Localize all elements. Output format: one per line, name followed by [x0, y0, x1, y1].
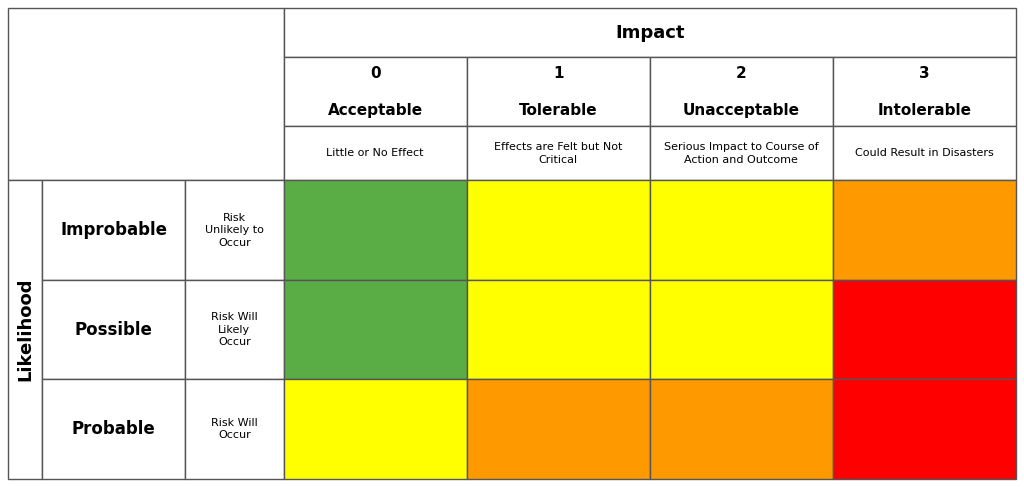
- Bar: [8, 181, 42, 479]
- Text: Risk
Unlikely to
Occur: Risk Unlikely to Occur: [205, 213, 264, 247]
- Bar: [185, 280, 284, 379]
- Bar: [284, 57, 467, 126]
- Text: Risk Will
Likely
Occur: Risk Will Likely Occur: [211, 312, 258, 347]
- Bar: [185, 181, 284, 280]
- Text: Probable: Probable: [72, 420, 156, 438]
- Bar: [42, 379, 185, 479]
- Bar: [650, 126, 833, 181]
- Text: Impact: Impact: [615, 24, 685, 41]
- Text: Could Result in Disasters: Could Result in Disasters: [855, 149, 994, 158]
- Bar: [833, 126, 1016, 181]
- Text: Serious Impact to Course of
Action and Outcome: Serious Impact to Course of Action and O…: [664, 142, 818, 165]
- Text: 2

Unacceptable: 2 Unacceptable: [683, 66, 800, 118]
- Bar: [833, 280, 1016, 379]
- Bar: [467, 126, 650, 181]
- Bar: [284, 379, 467, 479]
- Text: 3

Intolerable: 3 Intolerable: [878, 66, 972, 118]
- Text: Effects are Felt but Not
Critical: Effects are Felt but Not Critical: [494, 142, 623, 165]
- Bar: [833, 379, 1016, 479]
- Text: Possible: Possible: [75, 321, 153, 339]
- Bar: [284, 181, 467, 280]
- Bar: [650, 280, 833, 379]
- Text: Risk Will
Occur: Risk Will Occur: [211, 418, 258, 440]
- Bar: [467, 280, 650, 379]
- Text: 1

Tolerable: 1 Tolerable: [519, 66, 598, 118]
- Bar: [650, 181, 833, 280]
- Bar: [284, 126, 467, 181]
- Bar: [467, 57, 650, 126]
- Bar: [833, 181, 1016, 280]
- Text: Likelihood: Likelihood: [16, 278, 34, 381]
- Bar: [42, 280, 185, 379]
- Bar: [467, 181, 650, 280]
- Bar: [284, 280, 467, 379]
- Text: 0

Acceptable: 0 Acceptable: [328, 66, 423, 118]
- Bar: [8, 8, 284, 181]
- Text: Little or No Effect: Little or No Effect: [327, 149, 424, 158]
- Bar: [833, 57, 1016, 126]
- Bar: [650, 57, 833, 126]
- Bar: [650, 379, 833, 479]
- Text: Improbable: Improbable: [60, 221, 167, 239]
- Bar: [284, 8, 1016, 57]
- Bar: [42, 181, 185, 280]
- Bar: [185, 379, 284, 479]
- Bar: [467, 379, 650, 479]
